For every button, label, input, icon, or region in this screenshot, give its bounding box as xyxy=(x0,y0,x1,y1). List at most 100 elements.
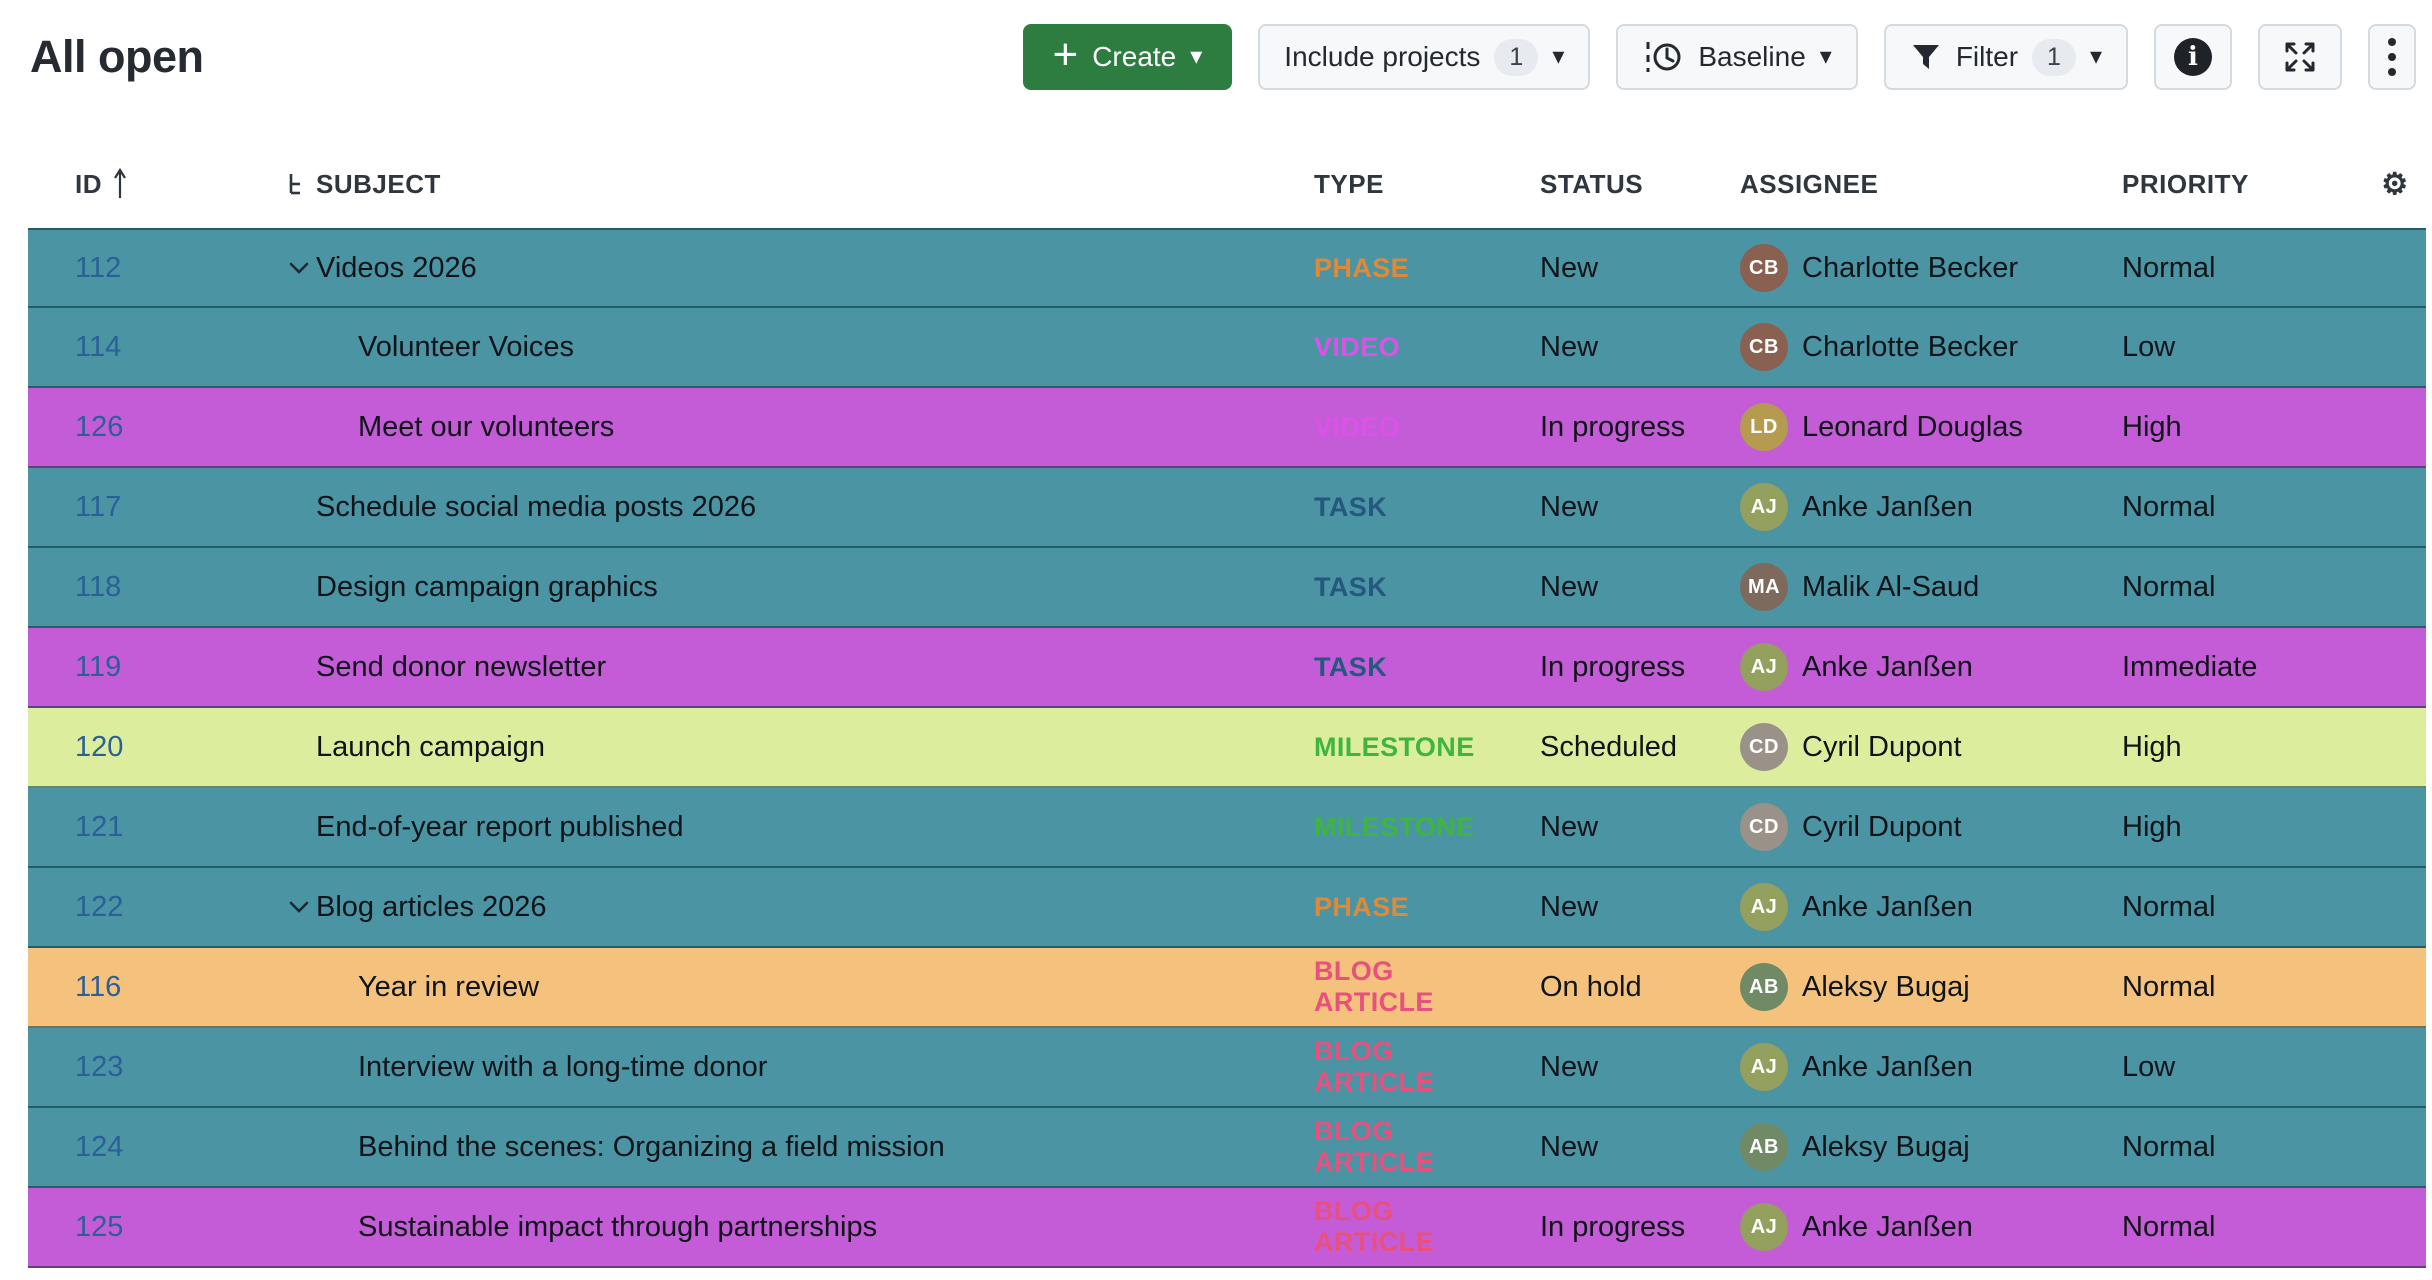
work-package-id-link[interactable]: 124 xyxy=(75,1130,124,1163)
create-button[interactable]: + Create ▾ xyxy=(1022,24,1233,90)
work-package-id-link[interactable]: 126 xyxy=(75,410,124,443)
status-label: New xyxy=(1540,490,1599,523)
chevron-down-icon: ▾ xyxy=(1552,43,1565,70)
subject-text: Sustainable impact through partnerships xyxy=(358,1210,878,1243)
column-header-status-label: STATUS xyxy=(1540,168,1644,199)
table-row[interactable]: 117 Schedule social media posts 2026 TAS… xyxy=(28,468,2426,548)
baseline-button[interactable]: Baseline ▾ xyxy=(1616,24,1858,90)
collapse-chevron-icon[interactable] xyxy=(328,1218,358,1236)
assignee-name: Cyril Dupont xyxy=(1802,730,1962,763)
include-projects-button[interactable]: Include projects 1 ▾ xyxy=(1258,24,1591,90)
assignee-cell: CD Cyril Dupont xyxy=(1712,803,2092,851)
status-cell: New xyxy=(1512,491,1712,524)
assignee-cell: AJ Anke Janßen xyxy=(1712,1043,2092,1091)
type-cell: BLOG ARTICLE xyxy=(1282,1116,1512,1178)
collapse-chevron-icon[interactable] xyxy=(286,658,316,676)
column-header-priority[interactable]: PRIORITY xyxy=(2092,169,2364,200)
status-label: New xyxy=(1540,810,1599,843)
collapse-chevron-icon[interactable] xyxy=(286,259,316,277)
column-header-id-label: ID xyxy=(75,168,102,199)
fullscreen-button[interactable] xyxy=(2258,24,2342,90)
status-label: Scheduled xyxy=(1540,730,1678,763)
more-options-button[interactable] xyxy=(2368,24,2416,90)
work-package-id-link[interactable]: 118 xyxy=(75,570,122,603)
work-package-id-link[interactable]: 117 xyxy=(75,490,122,523)
status-label: New xyxy=(1540,1050,1599,1083)
fullscreen-icon xyxy=(2278,35,2322,79)
column-header-assignee[interactable]: ASSIGNEE xyxy=(1712,169,2092,200)
table-row[interactable]: 123 Interview with a long-time donor BLO… xyxy=(28,1028,2426,1108)
subject-text: End-of-year report published xyxy=(316,810,684,843)
table-row[interactable]: 118 Design campaign graphics TASK New MA… xyxy=(28,548,2426,628)
page-title: All open xyxy=(30,31,204,82)
collapse-chevron-icon[interactable] xyxy=(328,418,358,436)
table-row[interactable]: 125 Sustainable impact through partnersh… xyxy=(28,1188,2426,1268)
column-header-type[interactable]: TYPE xyxy=(1282,169,1512,200)
include-projects-count-badge: 1 xyxy=(1494,38,1539,76)
subject-text: Design campaign graphics xyxy=(316,570,658,603)
work-package-id-link[interactable]: 119 xyxy=(75,650,122,683)
table-row[interactable]: 124 Behind the scenes: Organizing a fiel… xyxy=(28,1108,2426,1188)
work-package-id-link[interactable]: 123 xyxy=(75,1050,124,1083)
hierarchy-indent xyxy=(286,427,328,428)
filter-button[interactable]: Filter 1 ▾ xyxy=(1883,24,2128,90)
assignee-name: Charlotte Becker xyxy=(1802,251,2018,284)
id-cell: 117 xyxy=(28,491,278,524)
table-settings-button[interactable]: ⚙ xyxy=(2364,167,2426,202)
subject-cell: Videos 2026 xyxy=(278,252,1282,285)
table-row[interactable]: 120 Launch campaign MILESTONE Scheduled … xyxy=(28,708,2426,788)
table-row[interactable]: 112 Videos 2026 PHASE New CB Charlotte B… xyxy=(28,228,2426,308)
collapse-chevron-icon[interactable] xyxy=(286,498,316,516)
gear-icon: ⚙ xyxy=(2381,167,2409,201)
filter-funnel-icon xyxy=(1910,41,1942,73)
column-header-type-label: TYPE xyxy=(1314,168,1384,199)
table-row[interactable]: 114 Volunteer Voices VIDEO New CB Charlo… xyxy=(28,308,2426,388)
table-row[interactable]: 121 End-of-year report published MILESTO… xyxy=(28,788,2426,868)
work-package-id-link[interactable]: 125 xyxy=(75,1210,124,1243)
work-package-id-link[interactable]: 120 xyxy=(75,730,124,763)
id-cell: 116 xyxy=(28,971,278,1004)
top-bar: All open + Create ▾ Include projects 1 ▾… xyxy=(30,22,2416,92)
info-button[interactable]: i xyxy=(2154,24,2232,90)
status-cell: New xyxy=(1512,571,1712,604)
subject-text: Send donor newsletter xyxy=(316,650,607,683)
avatar: CD xyxy=(1740,723,1788,771)
subject-text: Meet our volunteers xyxy=(358,410,615,443)
column-header-status[interactable]: STATUS xyxy=(1512,169,1712,200)
hierarchy-icon xyxy=(286,171,306,197)
work-package-id-link[interactable]: 116 xyxy=(75,970,122,1003)
collapse-chevron-icon[interactable] xyxy=(328,1138,358,1156)
assignee-cell: AJ Anke Janßen xyxy=(1712,883,2092,931)
assignee-name: Anke Janßen xyxy=(1802,1050,1973,1083)
table-row[interactable]: 119 Send donor newsletter TASK In progre… xyxy=(28,628,2426,708)
type-label: PHASE xyxy=(1314,252,1410,283)
status-label: In progress xyxy=(1540,410,1686,443)
work-package-id-link[interactable]: 112 xyxy=(75,251,122,284)
subject-cell: Launch campaign xyxy=(278,731,1282,764)
collapse-chevron-icon[interactable] xyxy=(328,978,358,996)
table-header-row: ID SUBJECT TYPE STATUS ASSIGNEE PR xyxy=(28,140,2426,228)
collapse-chevron-icon[interactable] xyxy=(286,578,316,596)
collapse-chevron-icon[interactable] xyxy=(286,898,316,916)
baseline-icon xyxy=(1642,36,1684,78)
id-cell: 125 xyxy=(28,1211,278,1244)
subject-text: Blog articles 2026 xyxy=(316,890,547,923)
assignee-name: Anke Janßen xyxy=(1802,890,1973,923)
collapse-chevron-icon[interactable] xyxy=(286,818,316,836)
collapse-chevron-icon[interactable] xyxy=(286,738,316,756)
assignee-name: Charlotte Becker xyxy=(1802,330,2018,363)
work-package-id-link[interactable]: 114 xyxy=(75,330,122,363)
info-icon: i xyxy=(2174,38,2212,76)
table-row[interactable]: 126 Meet our volunteers VIDEO In progres… xyxy=(28,388,2426,468)
avatar: CB xyxy=(1740,323,1788,371)
work-package-id-link[interactable]: 122 xyxy=(75,890,124,923)
column-header-id[interactable]: ID xyxy=(28,166,278,202)
priority-label: Normal xyxy=(2122,251,2216,284)
column-header-subject[interactable]: SUBJECT xyxy=(278,169,1282,200)
table-row[interactable]: 116 Year in review BLOG ARTICLE On hold … xyxy=(28,948,2426,1028)
assignee-name: Aleksy Bugaj xyxy=(1802,1130,1970,1163)
collapse-chevron-icon[interactable] xyxy=(328,1058,358,1076)
work-package-id-link[interactable]: 121 xyxy=(75,810,124,843)
table-row[interactable]: 122 Blog articles 2026 PHASE New AJ Anke… xyxy=(28,868,2426,948)
collapse-chevron-icon[interactable] xyxy=(328,338,358,356)
